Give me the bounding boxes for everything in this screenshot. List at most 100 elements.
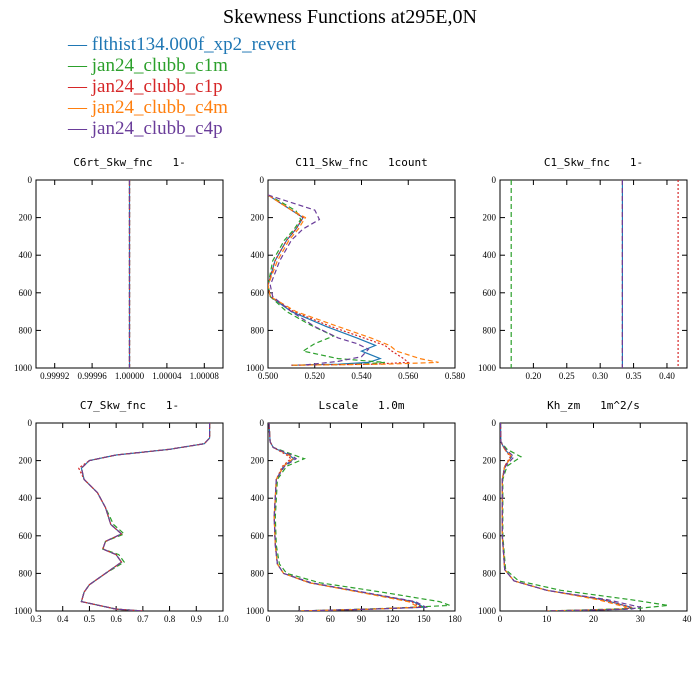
y-tick-label: 0 [260,175,265,185]
x-tick-label: 1.00008 [190,371,220,381]
y-tick-label: 1000 [246,606,265,616]
series-line-5 [80,423,211,611]
y-tick-label: 0 [492,175,497,185]
legend-swatch: — [68,34,92,55]
series-line-4 [80,423,211,611]
y-tick-label: 200 [19,456,33,466]
series-line-1 [268,423,427,611]
panel-5: Lscale 1.0m 0 30 60 90 120 150 180 0 200 400 600 800… [246,399,462,624]
x-tick-label: 150 [417,614,431,624]
x-tick-label: 0.540 [351,371,372,381]
legend-entry-3: — jan24_clubb_c1p [68,76,223,98]
series-line-1 [80,423,211,611]
y-tick-label: 800 [483,325,497,335]
legend-swatch: — [68,55,92,76]
legend-entry-2: — jan24_clubb_c1m [68,55,228,77]
x-tick-label: 1.00000 [115,371,145,381]
plot-frame [267,422,456,612]
y-tick-label: 600 [251,531,265,541]
legend-label: flthist134.000f_xp2_revert [91,34,296,55]
x-tick-label: 0.99996 [77,371,107,381]
panel-title: C11_Skw_fnc 1count [295,156,427,169]
y-tick-label: 1000 [246,363,265,373]
x-tick-label: 60 [326,614,336,624]
y-tick-label: 1000 [478,606,497,616]
panel-title: C7_Skw_fnc 1- [80,399,179,412]
legend-swatch: — [68,76,92,97]
x-tick-label: 0.35 [626,371,642,381]
y-tick-label: 0 [28,418,33,428]
series-line-5 [268,194,370,366]
x-tick-label: 0.6 [111,614,123,624]
x-tick-label: 1.00004 [152,371,182,381]
legend-label: jan24_clubb_c4m [91,97,228,118]
y-tick-label: 200 [19,213,33,223]
panel-2: C11_Skw_fnc 1count 0.500 0.520 0.540 0.560 0.… [246,156,466,381]
panel-title: C1_Skw_fnc 1- [544,156,643,169]
series-line-2 [500,423,669,611]
x-tick-label: 0.25 [559,371,575,381]
plot-frame [499,179,688,369]
y-tick-label: 600 [19,531,33,541]
x-tick-label: 0.3 [30,614,42,624]
y-tick-label: 600 [251,288,265,298]
x-tick-label: 0.580 [445,371,466,381]
x-tick-label: 0.4 [57,614,69,624]
y-tick-label: 400 [483,250,497,260]
legend-entry-5: — jan24_clubb_c4p [68,118,223,140]
y-tick-label: 400 [251,493,265,503]
x-tick-label: 30 [295,614,305,624]
panel-3: C1_Skw_fnc 1- 0.20 0.25 0.30 0.35 0.40 0 200 400… [478,156,688,381]
x-tick-label: 40 [683,614,693,624]
x-tick-label: 0 [498,614,503,624]
panel-4: C7_Skw_fnc 1- 0.3 0.4 0.5 0.6 0.7 0.8 0.9 1.0 0 20… [14,399,229,624]
x-tick-label: 180 [448,614,462,624]
y-tick-label: 800 [19,568,33,578]
y-tick-label: 200 [483,456,497,466]
x-tick-label: 0.5 [84,614,96,624]
x-tick-label: 120 [386,614,400,624]
x-tick-label: 0.8 [164,614,176,624]
y-tick-label: 200 [251,213,265,223]
series-line-5 [268,423,429,611]
x-tick-label: 0 [266,614,271,624]
y-tick-label: 400 [19,250,33,260]
y-tick-label: 400 [251,250,265,260]
x-tick-label: 90 [357,614,367,624]
series-line-3 [268,194,410,366]
y-tick-label: 400 [483,493,497,503]
x-tick-label: 0.500 [258,371,279,381]
x-tick-label: 0.520 [305,371,326,381]
y-tick-label: 600 [483,531,497,541]
x-tick-label: 0.40 [659,371,675,381]
x-tick-label: 20 [589,614,599,624]
y-tick-label: 200 [483,213,497,223]
series-line-3 [77,423,211,611]
plot-frame [35,422,224,612]
series-line-2 [80,423,211,611]
y-tick-label: 400 [19,493,33,503]
y-tick-label: 1000 [478,363,497,373]
y-tick-label: 1000 [14,606,33,616]
y-tick-label: 200 [251,456,265,466]
legend-label: jan24_clubb_c1m [91,55,228,76]
series-line-4 [268,423,421,611]
legend-label: jan24_clubb_c4p [91,118,223,139]
x-tick-label: 1.0 [217,614,229,624]
legend-swatch: — [68,118,92,139]
series-line-4 [500,423,629,611]
y-tick-label: 0 [260,418,265,428]
x-tick-label: 0.99992 [40,371,69,381]
panel-1: C6rt_Skw_fnc 1- 0.99992 0.99996 1.00000 1.00… [14,156,224,381]
chart-title: Skewness Functions at295E,0N [223,6,477,28]
y-tick-label: 0 [28,175,33,185]
y-tick-label: 600 [19,288,33,298]
y-tick-label: 0 [492,418,497,428]
x-tick-label: 0.7 [137,614,149,624]
legend-entry-1: — flthist134.000f_xp2_revert [68,34,296,56]
x-tick-label: 0.560 [398,371,419,381]
series-line-1 [268,194,382,366]
y-tick-label: 1000 [14,363,33,373]
series-line-3 [268,423,425,611]
